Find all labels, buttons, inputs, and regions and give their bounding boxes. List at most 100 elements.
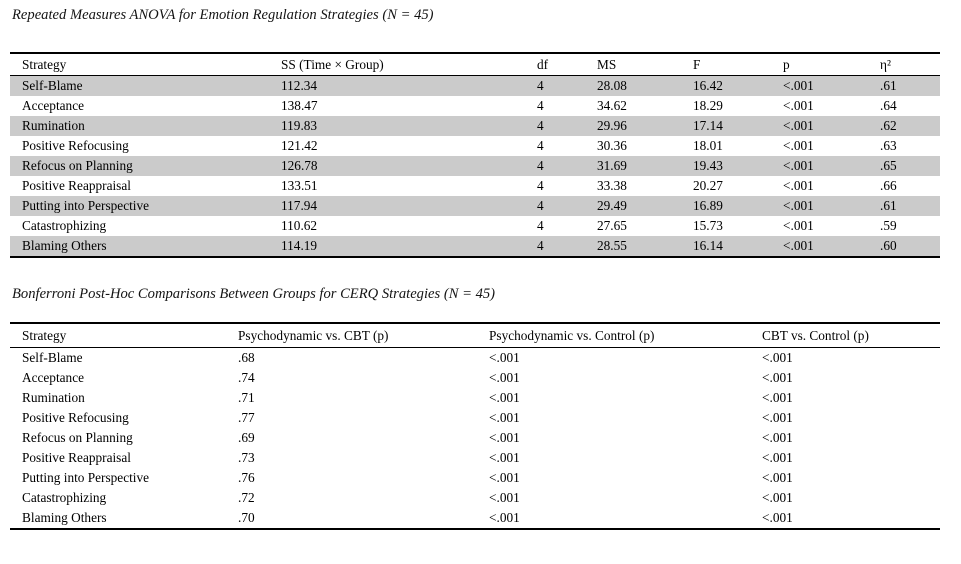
cell-ss: 112.34 [281, 78, 318, 93]
cell-eta-squared: .61 [880, 78, 897, 93]
column-header-cbt-vs-control: CBT vs. Control (p) [750, 323, 940, 348]
cell-psy-vs-cbt-p: .74 [238, 370, 255, 385]
cell-f: 16.42 [693, 78, 723, 93]
cell-strategy: Positive Refocusing [22, 410, 129, 425]
cell-ms: 29.96 [597, 118, 627, 133]
cell-ms: 30.36 [597, 138, 627, 153]
column-header-strategy: Strategy [10, 323, 226, 348]
cell-cbt-vs-control-p: <.001 [762, 370, 793, 385]
cell-eta-squared: .61 [880, 198, 897, 213]
cell-strategy: Rumination [22, 118, 85, 133]
table-row: Rumination .71 <.001 <.001 [10, 388, 940, 408]
anova-table-title: Repeated Measures ANOVA for Emotion Regu… [12, 7, 434, 23]
table-row: Positive Refocusing .77 <.001 <.001 [10, 408, 940, 428]
cell-df: 4 [537, 78, 544, 93]
cell-eta-squared: .66 [880, 178, 897, 193]
table-row: Putting into Perspective .76 <.001 <.001 [10, 468, 940, 488]
posthoc-table-header: Strategy Psychodynamic vs. CBT (p) Psych… [10, 323, 940, 348]
cell-strategy: Catastrophizing [22, 490, 107, 505]
cell-strategy: Catastrophizing [22, 218, 107, 233]
table-row: Rumination 119.83 4 29.96 17.14 <.001 .62 [10, 116, 940, 136]
cell-ms: 29.49 [597, 198, 627, 213]
cell-psy-vs-cbt-p: .72 [238, 490, 255, 505]
cell-strategy: Putting into Perspective [22, 470, 150, 485]
cell-psy-vs-cbt-p: .77 [238, 410, 255, 425]
cell-psy-vs-control-p: <.001 [489, 430, 520, 445]
cell-cbt-vs-control-p: <.001 [762, 430, 793, 445]
cell-ss: 114.19 [281, 238, 318, 253]
header-row: Strategy Psychodynamic vs. CBT (p) Psych… [10, 323, 940, 348]
cell-strategy: Rumination [22, 390, 85, 405]
column-header-eta-squared: η² [868, 53, 940, 76]
cell-eta-squared: .62 [880, 118, 897, 133]
cell-f: 18.29 [693, 98, 723, 113]
cell-strategy: Blaming Others [22, 510, 107, 525]
cell-p: <.001 [783, 198, 814, 213]
column-header-ss: SS (Time × Group) [269, 53, 525, 76]
cell-ss: 138.47 [281, 98, 318, 113]
cell-strategy: Positive Refocusing [22, 138, 129, 153]
cell-eta-squared: .65 [880, 158, 897, 173]
cell-strategy: Blaming Others [22, 238, 107, 253]
cell-ms: 31.69 [597, 158, 627, 173]
cell-ss: 119.83 [281, 118, 318, 133]
cell-strategy: Self-Blame [22, 78, 83, 93]
table-row: Catastrophizing .72 <.001 <.001 [10, 488, 940, 508]
column-header-strategy: Strategy [10, 53, 269, 76]
cell-psy-vs-control-p: <.001 [489, 470, 520, 485]
anova-table: Strategy SS (Time × Group) df MS F p η² … [10, 52, 940, 258]
column-header-df: df [525, 53, 585, 76]
cell-f: 16.89 [693, 198, 723, 213]
cell-p: <.001 [783, 238, 814, 253]
cell-psy-vs-cbt-p: .76 [238, 470, 255, 485]
cell-p: <.001 [783, 158, 814, 173]
cell-cbt-vs-control-p: <.001 [762, 470, 793, 485]
cell-psy-vs-control-p: <.001 [489, 490, 520, 505]
table-row: Blaming Others .70 <.001 <.001 [10, 508, 940, 529]
cell-p: <.001 [783, 218, 814, 233]
cell-psy-vs-cbt-p: .68 [238, 350, 255, 365]
cell-df: 4 [537, 158, 544, 173]
column-header-psy-vs-control: Psychodynamic vs. Control (p) [477, 323, 750, 348]
cell-p: <.001 [783, 138, 814, 153]
cell-psy-vs-control-p: <.001 [489, 410, 520, 425]
cell-cbt-vs-control-p: <.001 [762, 410, 793, 425]
cell-f: 18.01 [693, 138, 723, 153]
posthoc-table-body: Self-Blame .68 <.001 <.001 Acceptance .74 <.00… [10, 348, 940, 530]
cell-strategy: Acceptance [22, 98, 85, 113]
cell-df: 4 [537, 198, 544, 213]
cell-psy-vs-control-p: <.001 [489, 450, 520, 465]
cell-strategy: Acceptance [22, 370, 85, 385]
cell-df: 4 [537, 98, 544, 113]
column-header-ms: MS [585, 53, 681, 76]
cell-psy-vs-control-p: <.001 [489, 390, 520, 405]
cell-psy-vs-cbt-p: .70 [238, 510, 255, 525]
table-row: Refocus on Planning .69 <.001 <.001 [10, 428, 940, 448]
cell-df: 4 [537, 178, 544, 193]
cell-df: 4 [537, 138, 544, 153]
cell-f: 19.43 [693, 158, 723, 173]
cell-cbt-vs-control-p: <.001 [762, 450, 793, 465]
table-row: Putting into Perspective 117.94 4 29.49 16.8… [10, 196, 940, 216]
column-header-psy-vs-cbt: Psychodynamic vs. CBT (p) [226, 323, 477, 348]
cell-strategy: Refocus on Planning [22, 430, 133, 445]
cell-ms: 34.62 [597, 98, 627, 113]
cell-df: 4 [537, 118, 544, 133]
cell-psy-vs-control-p: <.001 [489, 510, 520, 525]
table-row: Self-Blame .68 <.001 <.001 [10, 348, 940, 369]
table-row: Positive Reappraisal 133.51 4 33.38 20.27 <.0… [10, 176, 940, 196]
cell-f: 17.14 [693, 118, 723, 133]
cell-strategy: Positive Reappraisal [22, 450, 131, 465]
header-row: Strategy SS (Time × Group) df MS F p η² [10, 53, 940, 76]
table-row: Acceptance 138.47 4 34.62 18.29 <.001 .64 [10, 96, 940, 116]
cell-cbt-vs-control-p: <.001 [762, 490, 793, 505]
column-header-p: p [771, 53, 868, 76]
cell-ss: 133.51 [281, 178, 318, 193]
table-row: Blaming Others 114.19 4 28.55 16.14 <.001 .60 [10, 236, 940, 257]
table-row: Self-Blame 112.34 4 28.08 16.42 <.001 .61 [10, 75, 940, 96]
anova-table-header: Strategy SS (Time × Group) df MS F p η² [10, 53, 940, 76]
cell-eta-squared: .63 [880, 138, 897, 153]
cell-strategy: Positive Reappraisal [22, 178, 131, 193]
table-row: Acceptance .74 <.001 <.001 [10, 368, 940, 388]
cell-ms: 28.55 [597, 238, 627, 253]
